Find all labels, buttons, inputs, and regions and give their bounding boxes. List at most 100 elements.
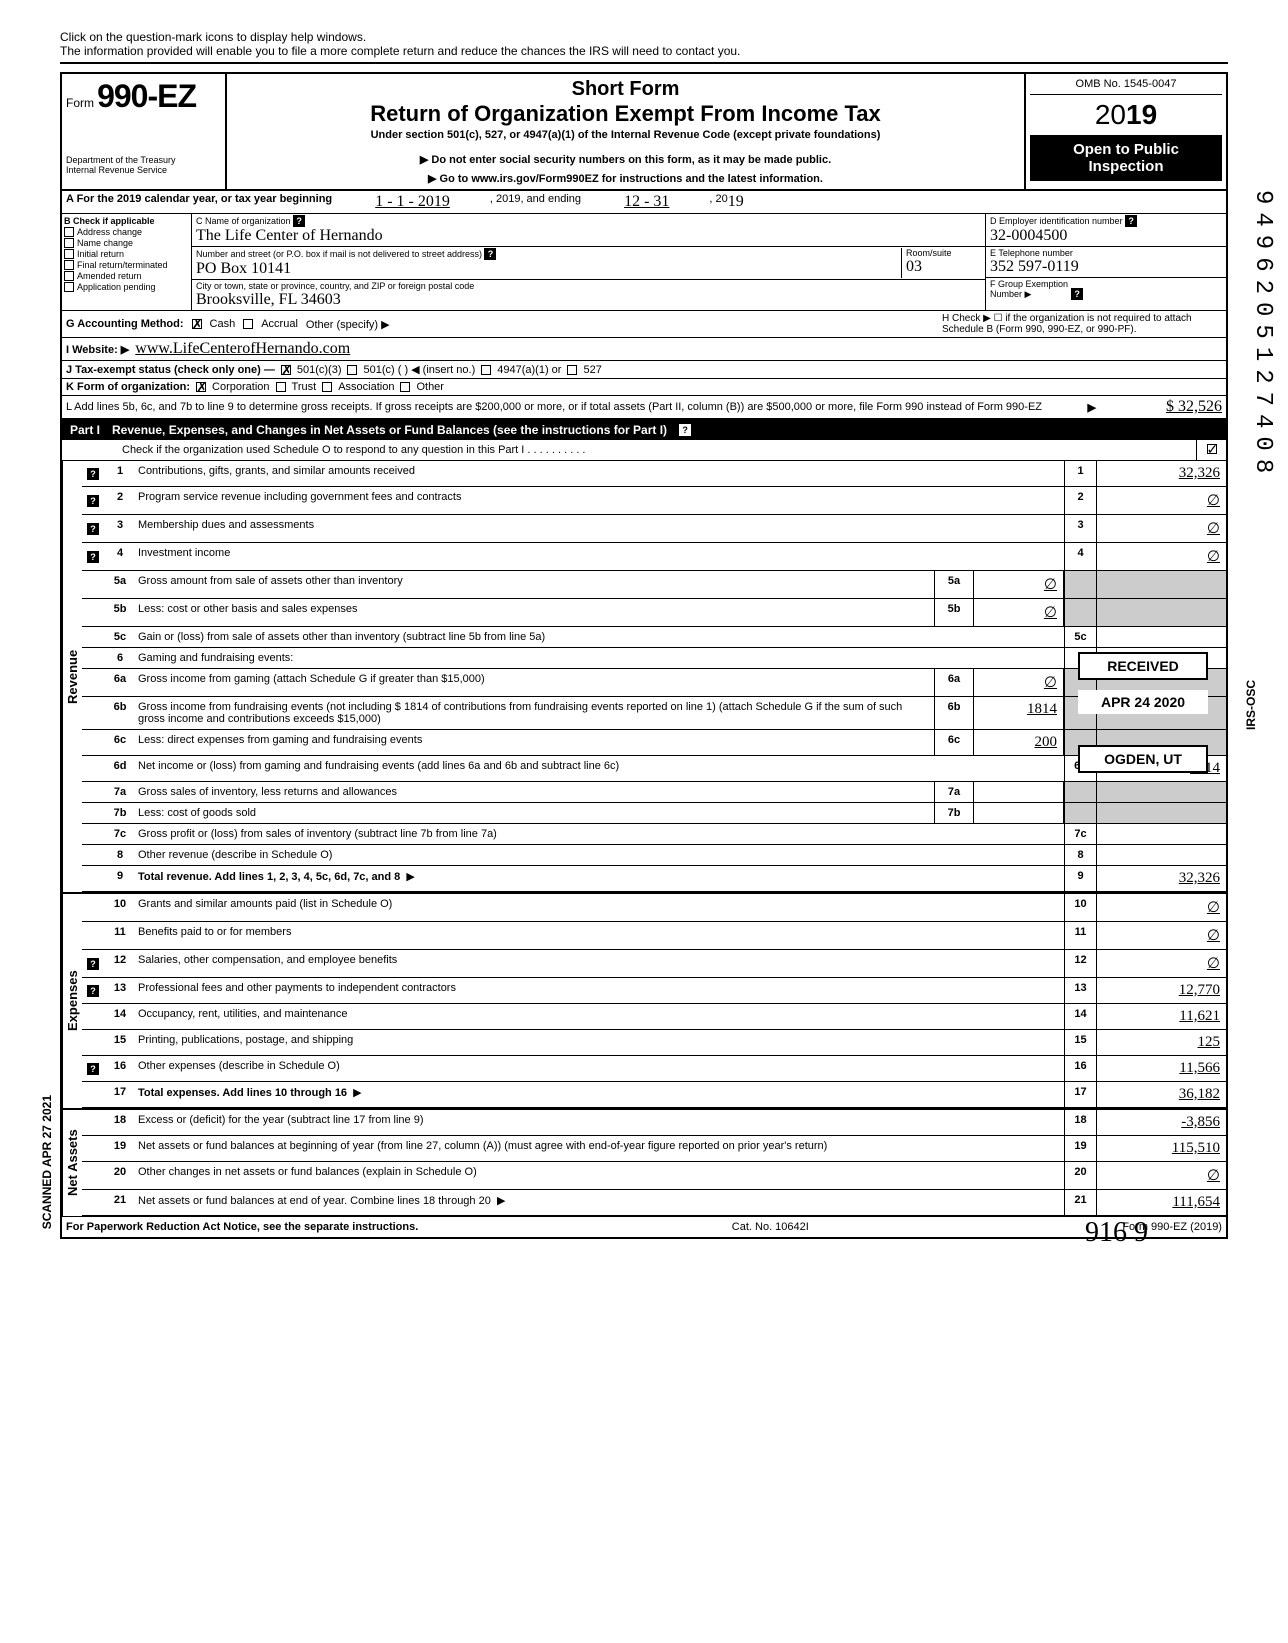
line-k-label: K Form of organization: (66, 381, 190, 393)
line-14-desc: Occupancy, rent, utilities, and maintena… (136, 1004, 1064, 1029)
stamp-ogden: OGDEN, UT (1078, 745, 1208, 773)
cb-accrual[interactable] (243, 319, 253, 329)
c-name-label: C Name of organization (196, 216, 291, 226)
line-17-colnum: 17 (1064, 1082, 1096, 1107)
cb-4947[interactable] (481, 365, 491, 375)
cb-final-return[interactable] (64, 260, 74, 270)
short-form-title: Short Form (235, 78, 1016, 101)
line-a-mid: , 2019, and ending (490, 193, 581, 211)
line-7b-desc: Less: cost of goods sold (136, 803, 934, 823)
c-city-label: City or town, state or province, country… (196, 281, 981, 291)
line-5b-desc: Less: cost or other basis and sales expe… (136, 599, 934, 626)
line-6b-midnum: 6b (934, 697, 974, 729)
line-7b-num: 7b (104, 803, 136, 823)
form-prefix: Form (66, 96, 94, 110)
line-9-desc: Total revenue. Add lines 1, 2, 3, 4, 5c,… (136, 866, 1064, 891)
line-7a-num: 7a (104, 782, 136, 802)
line-14-value: 11,621 (1096, 1004, 1226, 1029)
line-13-colnum: 13 (1064, 978, 1096, 1003)
lbl-initial-return: Initial return (77, 249, 124, 259)
line-l-value: $ 32,526 (1102, 398, 1222, 416)
line-6a-desc: Gross income from gaming (attach Schedul… (136, 669, 934, 696)
cb-amended[interactable] (64, 271, 74, 281)
line-15-num: 15 (104, 1030, 136, 1055)
revenue-vert-label: Revenue (62, 461, 82, 892)
line-6a-midnum: 6a (934, 669, 974, 696)
cb-sched-o[interactable]: ✓ (1207, 444, 1217, 454)
help-icon[interactable]: ? (484, 248, 496, 260)
cb-501c[interactable] (347, 365, 357, 375)
line-5a-desc: Gross amount from sale of assets other t… (136, 571, 934, 598)
help-icon[interactable]: ? (87, 958, 99, 970)
line-6b-midval: 1814 (974, 697, 1064, 729)
line-1-num: 1 (104, 461, 136, 486)
lbl-trust: Trust (292, 381, 317, 393)
cb-corp[interactable]: ✗ (196, 382, 206, 392)
line-9-num: 9 (104, 866, 136, 891)
cat-number: Cat. No. 10642I (732, 1221, 809, 1233)
help-icon[interactable]: ? (87, 495, 99, 507)
line-l-text: L Add lines 5b, 6c, and 7b to line 9 to … (66, 401, 1082, 413)
line-10-value: ∅ (1096, 894, 1226, 921)
line-6d-desc: Net income or (loss) from gaming and fun… (136, 756, 1064, 781)
cb-app-pending[interactable] (64, 282, 74, 292)
line-15-colnum: 15 (1064, 1030, 1096, 1055)
line-7a-desc: Gross sales of inventory, less returns a… (136, 782, 934, 802)
cb-cash[interactable]: ✗ (192, 319, 202, 329)
cb-initial-return[interactable] (64, 249, 74, 259)
lbl-cash: Cash (210, 318, 236, 330)
line-7b-midnum: 7b (934, 803, 974, 823)
cb-trust[interactable] (276, 382, 286, 392)
help-icon[interactable]: ? (87, 1063, 99, 1075)
lbl-address-change: Address change (77, 227, 142, 237)
line-8-colnum: 8 (1064, 845, 1096, 865)
line-11-value: ∅ (1096, 922, 1226, 949)
help-icon[interactable]: ? (1071, 288, 1083, 300)
line-7c-num: 7c (104, 824, 136, 844)
line-6b-desc: Gross income from fundraising events (no… (136, 697, 934, 729)
cb-name-change[interactable] (64, 238, 74, 248)
help-icon[interactable]: ? (1125, 215, 1137, 227)
form-990ez: Form 990-EZ Department of the Treasury I… (60, 72, 1228, 1239)
line-16-value: 11,566 (1096, 1056, 1226, 1081)
line-5a-num: 5a (104, 571, 136, 598)
line-i-label: I Website: ▶ (66, 343, 129, 356)
line-6c-desc: Less: direct expenses from gaming and fu… (136, 730, 934, 755)
section-b-title: B Check if applicable (64, 216, 189, 226)
line-16-num: 16 (104, 1056, 136, 1081)
line-7b-midval (974, 803, 1064, 823)
stamp-irs-osc: IRS-OSC (1244, 680, 1258, 730)
cb-501c3[interactable]: ✗ (281, 365, 291, 375)
help-icon[interactable]: ? (87, 985, 99, 997)
cb-other-org[interactable] (400, 382, 410, 392)
help-icon[interactable]: ? (87, 468, 99, 480)
stamp-date: APR 24 2020 (1078, 690, 1208, 714)
line-5c-num: 5c (104, 627, 136, 647)
help-icon[interactable]: ? (679, 424, 691, 436)
ssn-warning: ▶ Do not enter social security numbers o… (235, 153, 1016, 166)
line-a-suffix: , 20 (709, 193, 727, 211)
lbl-name-change: Name change (77, 238, 133, 248)
help-icon[interactable]: ? (293, 215, 305, 227)
line-5a-midnum: 5a (934, 571, 974, 598)
line-16-colnum: 16 (1064, 1056, 1096, 1081)
cb-assoc[interactable] (322, 382, 332, 392)
section-d: D Employer identification number ? 32-00… (986, 214, 1226, 310)
line-8-desc: Other revenue (describe in Schedule O) (136, 845, 1064, 865)
line-6-desc: Gaming and fundraising events: (136, 648, 1064, 668)
line-17-desc: Total expenses. Add lines 10 through 16 … (136, 1082, 1064, 1107)
c-addr-label: Number and street (or P.O. box if mail i… (196, 249, 482, 259)
cb-address-change[interactable] (64, 227, 74, 237)
line-7a-midval (974, 782, 1064, 802)
website: www.LifeCenterofHernando.com (135, 340, 350, 358)
lbl-assoc: Association (338, 381, 394, 393)
line-6b-num: 6b (104, 697, 136, 729)
line-5b-num: 5b (104, 599, 136, 626)
open-to-public: Open to Public Inspection (1030, 135, 1222, 181)
help-icon[interactable]: ? (87, 523, 99, 535)
cb-527[interactable] (567, 365, 577, 375)
line-21-num: 21 (104, 1190, 136, 1215)
room-label: Room/suite (906, 248, 981, 258)
help-icon[interactable]: ? (87, 551, 99, 563)
netassets-vert-label: Net Assets (62, 1110, 82, 1216)
